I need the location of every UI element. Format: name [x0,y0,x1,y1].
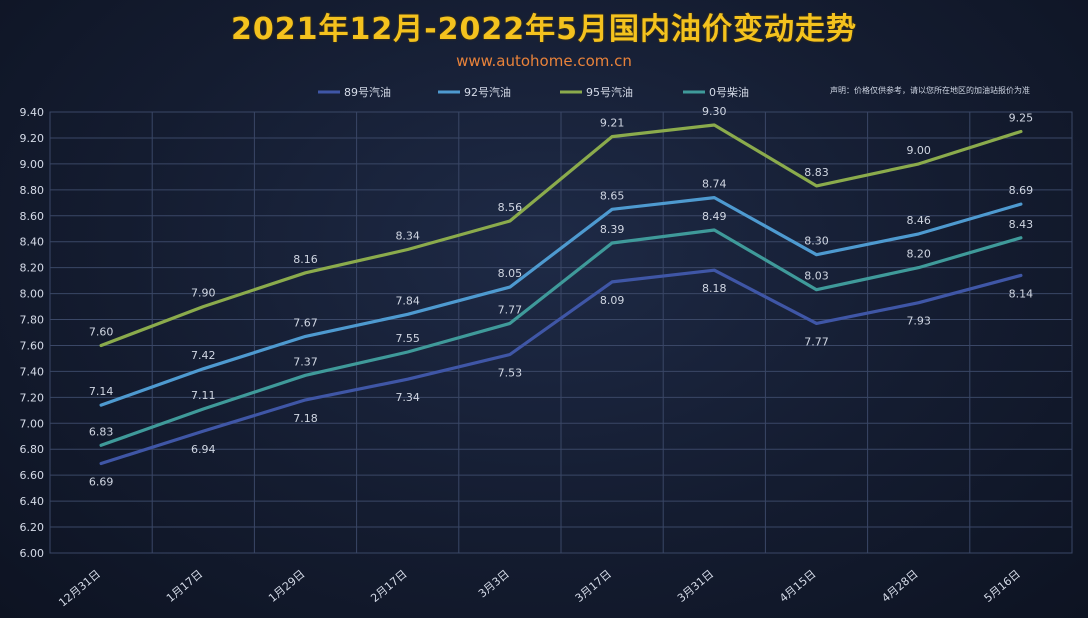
data-label: 7.14 [89,385,114,398]
series-line [99,196,1023,407]
data-label: 7.42 [191,349,216,362]
x-axis: 12月31日 1月17日 1月29日 2月17日 3月3日 3月17日 3月31日 4月15日… [56,567,1022,609]
data-label: 6.83 [89,425,114,438]
data-label: 8.83 [804,166,829,179]
series-line [99,228,1023,447]
data-label: 8.56 [498,201,523,214]
data-label: 9.25 [1009,111,1034,124]
y-tick-label: 8.60 [20,210,45,223]
y-tick-label: 8.20 [20,262,45,275]
data-label: 8.69 [1009,184,1034,197]
y-tick-label: 9.00 [20,158,45,171]
x-tick-label: 3月17日 [573,567,614,605]
y-tick-label: 9.40 [20,106,45,119]
data-label: 9.00 [906,144,931,157]
disclaimer-note: 声明：价格仅供参考，请以您所在地区的加油站报价为准 [830,85,1030,95]
data-label: 8.14 [1009,287,1034,300]
x-tick-label: 3月3日 [476,567,512,600]
data-label: 6.69 [89,476,114,489]
series-line [99,268,1023,466]
y-tick-label: 7.20 [20,391,45,404]
y-tick-label: 7.80 [20,314,45,327]
data-label: 7.34 [395,391,420,404]
data-label: 8.09 [600,294,625,307]
y-tick-label: 8.80 [20,184,45,197]
data-label: 6.94 [191,443,216,456]
data-label: 9.21 [600,117,625,130]
data-label: 7.55 [395,332,420,345]
chart-subtitle: www.autohome.com.cn [456,52,632,70]
y-tick-label: 6.80 [20,443,45,456]
x-tick-label: 1月29日 [266,567,307,605]
x-tick-label: 4月28日 [879,567,920,605]
data-label: 7.53 [498,367,523,380]
y-tick-label: 7.00 [20,417,45,430]
data-label: 8.49 [702,210,727,223]
y-tick-label: 6.60 [20,469,45,482]
grid-lines [49,111,1073,554]
y-tick-label: 7.60 [20,339,45,352]
x-tick-label: 1月17日 [164,567,205,605]
data-label: 8.39 [600,223,625,236]
data-label: 8.03 [804,270,829,283]
data-label: 8.65 [600,189,625,202]
y-tick-label: 6.40 [20,495,45,508]
data-label: 7.60 [89,325,114,338]
data-label: 7.90 [191,287,216,300]
x-tick-label: 2月17日 [368,567,409,605]
data-label: 8.18 [702,282,727,295]
data-label: 7.77 [498,303,523,316]
data-label: 7.77 [804,335,829,348]
data-label: 7.11 [191,389,216,402]
data-label: 7.93 [906,315,931,328]
x-tick-label: 3月31日 [675,567,716,605]
data-label: 7.84 [395,294,420,307]
series-lines [99,123,1023,466]
y-tick-label: 6.00 [20,547,45,560]
y-axis: 6.00 6.20 6.40 6.60 6.80 7.00 7.20 7.40 7.60 7.80… [20,106,45,560]
data-label: 7.67 [293,316,318,329]
legend-label: 0号柴油 [709,85,749,99]
chart-title: 2021年12月-2022年5月国内油价变动走势 [230,12,858,47]
series-line [99,123,1023,348]
data-label: 8.20 [906,248,931,261]
legend-label: 89号汽油 [344,85,391,99]
data-label: 8.46 [906,214,931,227]
data-label: 8.30 [804,235,829,248]
x-tick-label: 12月31日 [56,567,103,609]
y-tick-label: 7.40 [20,365,45,378]
data-label: 8.74 [702,178,727,191]
data-label: 8.34 [395,229,420,242]
data-label: 7.37 [293,355,318,368]
legend: 89号汽油 92号汽油 95号汽油 0号柴油 [318,85,749,99]
data-label: 8.05 [498,267,523,280]
data-label: 9.30 [702,105,727,118]
data-label: 8.43 [1009,218,1034,231]
y-tick-label: 6.20 [20,521,45,534]
x-tick-label: 4月15日 [777,567,818,605]
legend-label: 92号汽油 [464,85,511,99]
data-label: 7.18 [293,412,318,425]
y-tick-label: 9.20 [20,132,45,145]
data-labels: 6.69 6.94 7.18 7.34 7.53 8.09 8.18 7.77 7.93 8.14… [89,105,1033,489]
data-label: 8.16 [293,253,318,266]
legend-label: 95号汽油 [586,85,633,99]
y-tick-label: 8.40 [20,236,45,249]
y-tick-label: 8.00 [20,288,45,301]
x-tick-label: 5月16日 [982,567,1023,605]
